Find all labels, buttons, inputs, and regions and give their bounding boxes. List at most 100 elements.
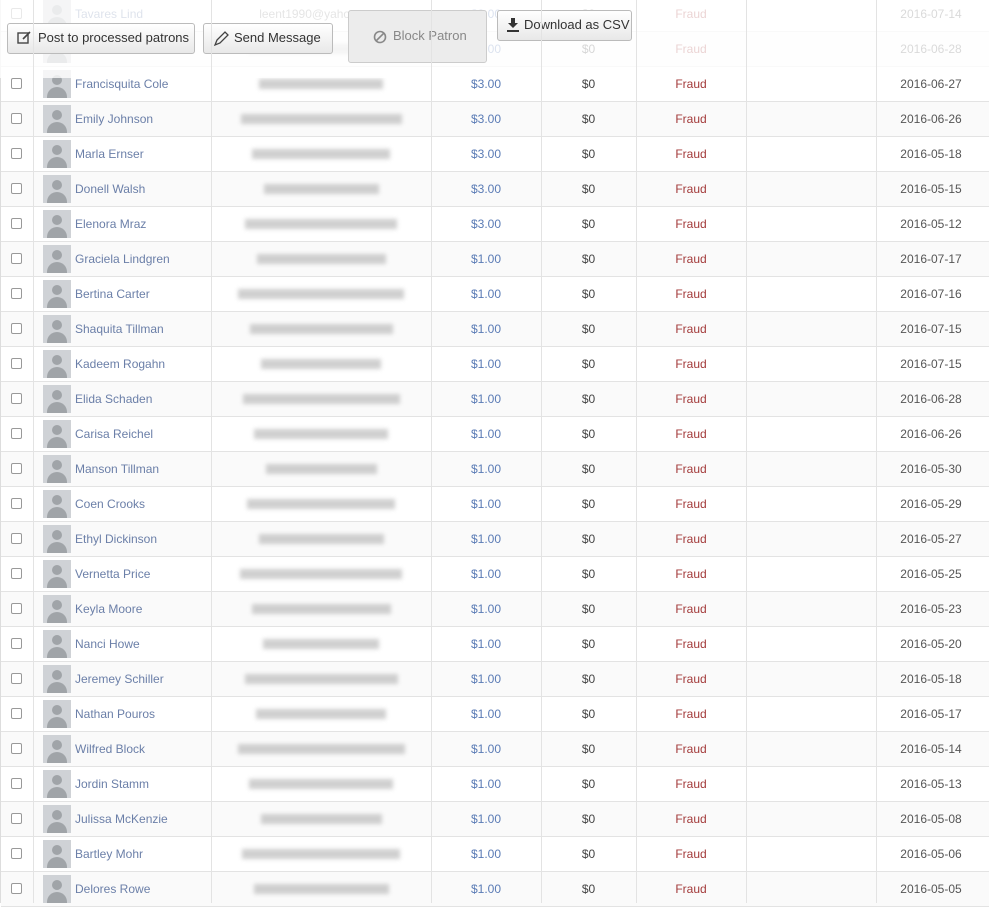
row-checkbox[interactable] <box>11 288 22 299</box>
row-checkbox[interactable] <box>11 638 22 649</box>
table-row: Manson Tillman $1.00 $0 Fraud 2016-05-30 <box>1 452 989 487</box>
row-checkbox[interactable] <box>11 813 22 824</box>
row-checkbox[interactable] <box>11 708 22 719</box>
date: 2016-05-20 <box>900 637 962 651</box>
patron-name[interactable]: Jordin Stamm <box>75 777 150 791</box>
post-button[interactable]: Post to processed patrons <box>7 23 195 54</box>
patron-name[interactable]: Bertina Carter <box>75 287 150 301</box>
status: Fraud <box>675 427 707 441</box>
payout: $0 <box>581 322 596 336</box>
patron-name[interactable]: Emily Johnson <box>75 112 154 126</box>
row-checkbox[interactable] <box>11 498 22 509</box>
payout: $0 <box>581 287 596 301</box>
date: 2016-05-05 <box>900 882 962 896</box>
table-row: Keyla Moore $1.00 $0 Fraud 2016-05-23 <box>1 592 989 627</box>
date: 2016-05-15 <box>900 182 962 196</box>
status: Fraud <box>675 672 707 686</box>
avatar <box>43 245 71 273</box>
patron-name[interactable]: Shaquita Tillman <box>75 322 164 336</box>
patron-name[interactable]: Elenora Mraz <box>75 217 147 231</box>
table-row: Ethyl Dickinson $1.00 $0 Fraud 2016-05-27 <box>1 522 989 557</box>
patron-name[interactable]: Marla Ernser <box>75 147 144 161</box>
payout: $0 <box>581 602 596 616</box>
patron-name[interactable]: Kadeem Rogahn <box>75 357 166 371</box>
patron-name[interactable]: Delores Rowe <box>75 882 151 896</box>
date: 2016-05-25 <box>900 567 962 581</box>
row-checkbox[interactable] <box>11 183 22 194</box>
patron-name[interactable]: Elida Schaden <box>75 392 153 406</box>
edit-icon <box>17 31 31 44</box>
status: Fraud <box>675 182 707 196</box>
patron-name[interactable]: Bartley Mohr <box>75 847 144 861</box>
patron-name[interactable]: Carisa Reichel <box>75 427 154 441</box>
row-checkbox[interactable] <box>11 673 22 684</box>
payout: $0 <box>581 462 596 476</box>
pledge-amount: $1.00 <box>470 602 502 616</box>
row-checkbox[interactable] <box>11 393 22 404</box>
table-row: Shaquita Tillman $1.00 $0 Fraud 2016-07-15 <box>1 312 989 347</box>
blurred-email <box>263 184 379 194</box>
patron-name[interactable]: Nathan Pouros <box>75 707 156 721</box>
row-checkbox[interactable] <box>11 883 22 894</box>
row-checkbox[interactable] <box>11 323 22 334</box>
patron-name[interactable]: Keyla Moore <box>75 602 143 616</box>
avatar <box>43 350 71 378</box>
payout: $0 <box>581 532 596 546</box>
pledge-amount: $3.00 <box>470 77 502 91</box>
status: Fraud <box>675 707 707 721</box>
table-row: Jordin Stamm $1.00 $0 Fraud 2016-05-13 <box>1 767 989 802</box>
patron-name[interactable]: Graciela Lindgren <box>75 252 170 266</box>
avatar <box>43 105 71 133</box>
pledge-amount: $1.00 <box>470 707 502 721</box>
avatar <box>43 525 71 553</box>
patron-name[interactable]: Nanci Howe <box>75 637 140 651</box>
status: Fraud <box>675 252 707 266</box>
row-checkbox[interactable] <box>11 603 22 614</box>
row-checkbox[interactable] <box>11 78 22 89</box>
csv-button[interactable]: Download as CSV <box>497 10 632 41</box>
pledge-amount: $1.00 <box>470 322 502 336</box>
patron-name[interactable]: Ethyl Dickinson <box>75 532 158 546</box>
block-button[interactable]: Block Patron <box>348 10 487 63</box>
row-checkbox[interactable] <box>11 113 22 124</box>
row-checkbox[interactable] <box>11 253 22 264</box>
patron-name[interactable]: Francisquita Cole <box>75 77 169 91</box>
payout: $0 <box>581 882 596 896</box>
row-checkbox[interactable] <box>11 568 22 579</box>
patron-name[interactable]: Jeremey Schiller <box>75 672 164 686</box>
blurred-email <box>244 674 398 684</box>
row-checkbox[interactable] <box>11 743 22 754</box>
patron-name[interactable]: Manson Tillman <box>75 462 160 476</box>
payout: $0 <box>581 777 596 791</box>
row-checkbox[interactable] <box>11 848 22 859</box>
avatar <box>43 595 71 623</box>
payout: $0 <box>581 357 596 371</box>
status: Fraud <box>675 602 707 616</box>
patron-name[interactable]: Coen Crooks <box>75 497 146 511</box>
row-checkbox[interactable] <box>11 428 22 439</box>
blurred-email <box>242 394 400 404</box>
status: Fraud <box>675 77 707 91</box>
status: Fraud <box>675 742 707 756</box>
row-checkbox[interactable] <box>11 463 22 474</box>
message-button[interactable]: Send Message <box>203 23 333 54</box>
patron-name[interactable]: Donell Walsh <box>75 182 146 196</box>
pledge-amount: $3.00 <box>470 217 502 231</box>
date: 2016-05-30 <box>900 462 962 476</box>
row-checkbox[interactable] <box>11 533 22 544</box>
date: 2016-05-08 <box>900 812 962 826</box>
pledge-amount: $3.00 <box>470 182 502 196</box>
payout: $0 <box>581 707 596 721</box>
row-checkbox[interactable] <box>11 778 22 789</box>
block-icon <box>373 30 387 44</box>
table-row: Bartley Mohr $1.00 $0 Fraud 2016-05-06 <box>1 837 989 872</box>
patron-name[interactable]: Julissa McKenzie <box>75 812 168 826</box>
patron-name[interactable]: Vernetta Price <box>75 567 151 581</box>
patron-name[interactable]: Wilfred Block <box>75 742 146 756</box>
column-divider <box>541 0 542 903</box>
row-checkbox[interactable] <box>11 218 22 229</box>
row-checkbox[interactable] <box>11 148 22 159</box>
row-checkbox[interactable] <box>11 358 22 369</box>
avatar <box>43 665 71 693</box>
table-row: Vernetta Price $1.00 $0 Fraud 2016-05-25 <box>1 557 989 592</box>
